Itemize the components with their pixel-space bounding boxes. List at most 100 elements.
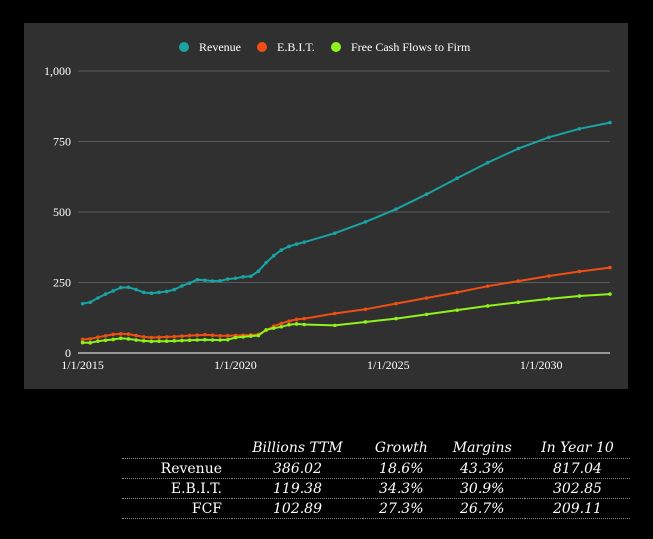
table-row-revenue: Revenue 386.02 18.6% 43.3% 817.04 [122,458,630,479]
series-point-1 [172,334,177,339]
table-row-ebit: E.B.I.T. 119.38 34.3% 30.9% 302.85 [122,478,630,499]
series-point-0 [455,176,459,180]
series-point-2 [80,340,85,345]
legend-label-2: Free Cash Flows to Firm [351,40,471,54]
series-point-1 [134,333,138,338]
series-point-1 [577,269,582,274]
series-point-1 [394,301,398,306]
series-point-1 [203,332,207,337]
series-point-0 [141,290,146,295]
series-point-2 [241,335,245,339]
series-point-1 [126,332,131,336]
series-point-2 [455,308,459,312]
series-point-0 [149,291,154,296]
row-label: FCF [122,498,232,519]
series-line-1 [82,266,611,341]
series-point-1 [157,335,161,340]
series-point-2 [233,335,238,340]
series-point-2 [126,337,131,341]
cell-growth: 27.3% [363,498,440,519]
series-point-2 [577,294,582,298]
series-point-2 [363,320,368,324]
series-point-2 [134,338,138,342]
series-point-1 [455,290,459,295]
cell-margins: 30.9% [439,478,525,499]
y-tick-label: 500 [53,205,71,219]
series-point-0 [271,253,276,258]
cell-margins: 26.7% [439,498,525,519]
series-point-2 [485,304,490,308]
series-point-0 [256,269,261,274]
series-point-1 [302,316,307,321]
series-point-2 [172,339,177,343]
series-point-2 [516,300,521,305]
series-point-2 [302,322,307,327]
series-point-2 [141,339,146,343]
series-point-1 [88,337,93,341]
series-point-2 [119,336,123,341]
series-point-2 [226,337,230,342]
series-point-0 [233,276,238,281]
series-point-1 [279,321,284,326]
series-point-1 [111,332,115,337]
series-point-0 [279,248,284,252]
series-point-0 [287,244,291,249]
series-point-0 [96,296,100,300]
series-point-0 [180,284,184,288]
cell-billions-ttm: 386.02 [232,458,363,479]
series-point-0 [485,160,490,165]
series-point-2 [180,338,184,343]
series-point-0 [195,277,200,282]
row-label: Revenue [122,458,232,479]
series-point-2 [210,338,215,342]
series-point-0 [264,260,268,265]
table-row-fcf: FCF 102.89 27.3% 26.7% 209.11 [122,498,630,519]
series-point-2 [187,338,192,343]
series-point-0 [516,146,521,151]
series-point-1 [547,274,551,278]
series-point-1 [180,334,184,338]
series-point-0 [187,281,192,285]
table-header-row: Billions TTM Growth Margins In Year 10 [122,440,630,459]
series-point-1 [363,307,368,312]
series-point-1 [149,335,154,340]
series-point-2 [218,338,222,342]
series-point-1 [218,333,222,338]
table-header-growth: Growth [363,440,440,459]
series-point-0 [103,292,108,296]
series-point-0 [157,290,161,295]
series-point-0 [226,277,230,281]
series-point-0 [363,220,368,224]
series-point-2 [248,334,253,338]
series-point-2 [203,337,207,342]
series-point-0 [119,285,123,290]
cell-year-10: 209.11 [524,498,630,519]
series-point-2 [111,337,115,342]
series-point-0 [134,287,138,292]
legend-marker-2 [331,42,341,52]
series-point-2 [256,333,261,338]
series-point-1 [485,284,490,288]
series-point-0 [111,289,115,293]
x-tick-label: 1/1/2025 [367,358,410,372]
series-point-1 [210,333,215,338]
series-point-0 [302,240,307,244]
series-point-1 [119,332,123,336]
series-point-1 [103,333,108,338]
series-point-2 [394,316,398,321]
series-point-2 [264,328,268,332]
series-line-2 [82,293,611,344]
series-point-1 [424,296,429,300]
series-point-0 [203,278,207,283]
series-point-2 [96,339,100,343]
legend-marker-1 [257,42,267,52]
cell-billions-ttm: 119.38 [232,478,363,499]
table-header-billions-ttm: Billions TTM [232,440,363,459]
x-tick-label: 1/1/2015 [61,358,104,372]
series-point-0 [80,301,85,306]
series-point-1 [516,279,521,283]
series-point-2 [287,323,291,327]
series-point-2 [164,339,169,343]
series-point-1 [195,333,200,338]
table-header-in-year-10: In Year 10 [524,440,630,459]
